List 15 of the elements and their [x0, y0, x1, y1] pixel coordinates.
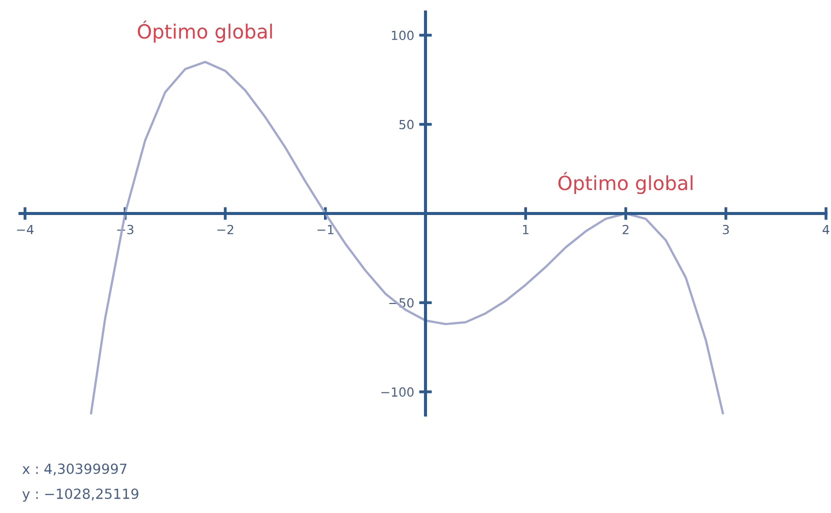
x-tick-label: −1 [317, 224, 334, 234]
x-tick-label: 1 [523, 224, 528, 234]
text: y : −1028,25119 [22, 488, 138, 502]
x-tick-label: −4 [17, 224, 34, 234]
x-tick-label: 2 [622, 224, 628, 234]
x-tick-label: 3 [722, 224, 729, 234]
y-tick-label: 100 [392, 30, 414, 40]
y-tick-label: −100 [381, 387, 414, 397]
text: x : 4,30399997 [22, 464, 126, 476]
annotation: Óptimo global [138, 20, 272, 42]
x-tick-label: 4 [822, 224, 830, 234]
line-series [90, 60, 724, 414]
annotation: Óptimo global [558, 172, 692, 194]
x-tick-label: −2 [217, 224, 234, 234]
y-tick-label: 50 [399, 120, 414, 130]
